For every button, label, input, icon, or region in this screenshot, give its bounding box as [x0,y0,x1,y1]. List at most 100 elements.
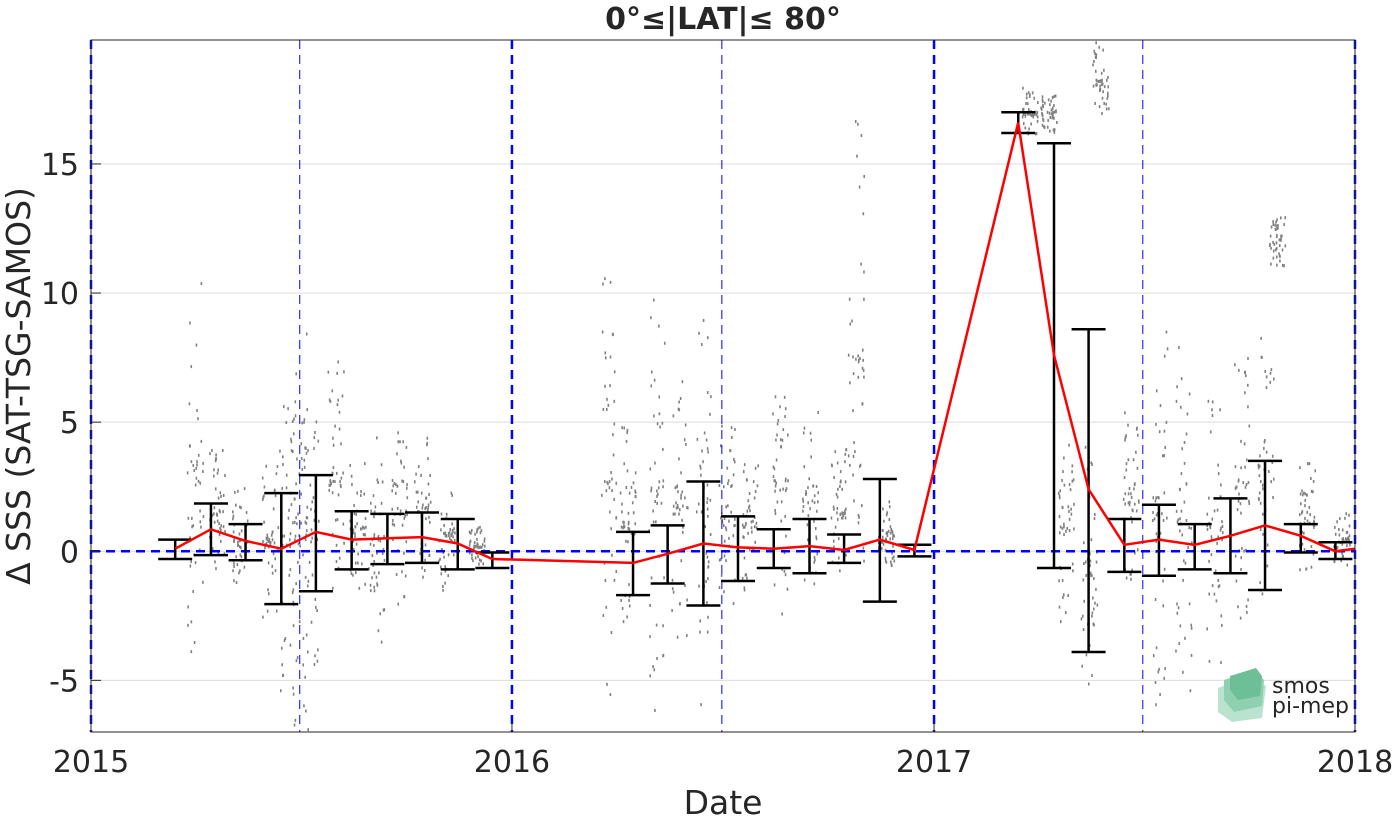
scatter-point [1071,562,1074,566]
scatter-point [191,525,193,529]
scatter-point [833,545,835,549]
scatter-point [1093,59,1095,63]
x-axis-label: Date [684,783,763,818]
scatter-point [706,447,709,451]
scatter-point [316,659,319,663]
scatter-point [885,531,888,535]
scatter-point [289,532,292,536]
scatter-point [757,464,760,468]
scatter-point [650,486,653,490]
scatter-point [211,513,214,517]
scatter-point [1163,676,1166,680]
scatter-point [237,540,239,544]
scatter-point [427,482,430,486]
scatter-point [1155,532,1158,536]
scatter-point [338,410,341,414]
scatter-point [889,525,892,529]
scatter-point [859,463,862,467]
scatter-point [1162,454,1164,458]
scatter-point [727,482,729,486]
scatter-point [373,533,376,537]
scatter-point [1244,465,1246,469]
scatter-point [1036,111,1039,115]
scatter-point [1211,408,1213,412]
scatter-point [1190,626,1193,630]
scatter-point [1276,218,1278,222]
scatter-point [449,528,452,532]
scatter-point [1265,386,1268,390]
scatter-point [444,534,447,538]
scatter-point [281,663,283,667]
scatter-point [745,478,748,482]
scatter-point [304,446,306,450]
scatter-point [608,480,611,484]
scatter-point [316,608,318,612]
scatter-point [1154,680,1157,684]
scatter-point [1103,68,1105,72]
scatter-point [307,579,310,583]
scatter-point [706,630,709,634]
scatter-point [718,484,721,488]
scatter-point [477,555,479,559]
scatter-point [626,615,628,619]
scatter-point [451,493,454,497]
scatter-point [836,511,838,515]
scatter-point [1068,517,1071,521]
scatter-point [782,428,785,432]
scatter-point [1159,531,1162,535]
scatter-point [1025,96,1028,100]
scatter-point [426,508,429,512]
scatter-point [1082,578,1085,582]
scatter-point [1183,500,1186,504]
scatter-point [852,473,854,477]
scatter-point [862,212,865,216]
scatter-point [440,548,443,552]
scatter-point [813,555,816,559]
scatter-point [218,509,221,513]
scatter-point [425,506,427,510]
scatter-point [369,501,372,505]
scatter-point [1278,254,1281,258]
scatter-point [1051,112,1053,116]
scatter-point [293,723,296,727]
scatter-point [224,474,226,478]
scatter-point [1180,509,1183,513]
scatter-point [298,620,301,624]
scatter-point [844,509,846,513]
scatter-point [352,547,355,551]
scatter-point [331,586,334,590]
scatter-point [417,500,420,504]
scatter-point [1030,122,1032,126]
scatter-point [275,472,278,476]
scatter-point [680,471,682,475]
scatter-point [292,600,295,604]
scatter-point [311,500,314,504]
scatter-point [676,503,679,507]
scatter-point [1107,91,1109,95]
scatter-point [631,501,634,505]
y-tick-label: 10 [41,277,79,312]
scatter-point [1053,128,1056,132]
scatter-point [650,576,653,580]
scatter-point [845,553,847,557]
scatter-point [1080,617,1083,621]
scatter-point [1333,545,1335,549]
scatter-point [622,620,625,624]
scatter-point [747,531,749,535]
scatter-point [285,421,288,425]
scatter-point [375,575,378,579]
scatter-point [891,551,893,555]
scatter-point [356,522,358,526]
scatter-point [1299,466,1301,470]
scatter-point [1176,602,1178,606]
scatter-point [1095,41,1097,45]
scatter-point [1298,513,1301,517]
scatter-point [696,437,699,441]
scatter-point [233,539,236,543]
scatter-point [1299,568,1301,572]
scatter-point [1092,607,1095,611]
scatter-point [443,555,445,559]
scatter-point [355,571,357,575]
scatter-point [406,513,408,517]
scatter-point [1130,516,1132,520]
